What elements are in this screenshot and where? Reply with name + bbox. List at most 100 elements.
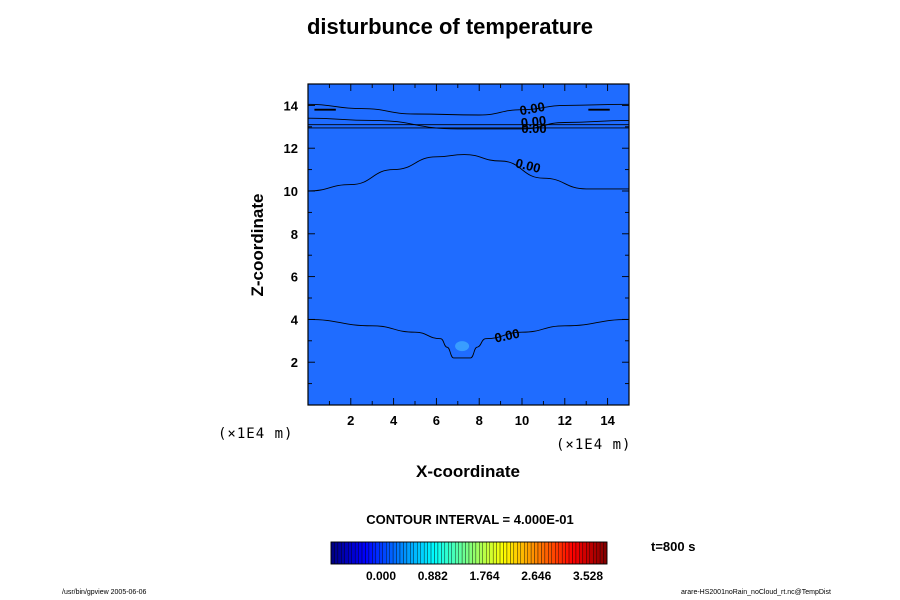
- colorbar-cell: [472, 541, 477, 565]
- colorbar-cell: [548, 541, 552, 565]
- chart-title: disturbunce of temperature: [306, 14, 594, 39]
- colorbar-cell: [417, 541, 421, 565]
- colorbar-cell: [423, 541, 428, 565]
- colorbar-cell: [517, 541, 521, 565]
- y-tick-label: 6: [291, 270, 298, 285]
- colorbar-cell: [361, 541, 366, 565]
- colorbar-cell: [506, 541, 511, 565]
- colorbar-cell: [351, 541, 356, 565]
- y-tick-label: 4: [291, 312, 299, 327]
- y-tick-label: 2: [291, 355, 298, 370]
- contour-label-3: 0.00: [514, 155, 542, 176]
- colorbar-cell: [420, 541, 425, 565]
- colorbar-cell: [503, 541, 508, 565]
- colorbar-cell: [579, 541, 584, 565]
- colorbar-cell: [465, 541, 470, 565]
- x-tick-label: 2: [347, 413, 354, 428]
- y-axis-title: Z-coordinate: [248, 194, 267, 297]
- colorbar-cell: [568, 541, 573, 565]
- plot-frame: [307, 83, 630, 406]
- x-tick-label: 12: [558, 413, 572, 428]
- colorbar-cell: [520, 541, 525, 565]
- colorbar-cell: [479, 541, 483, 565]
- x-tick-label: 10: [515, 413, 529, 428]
- colorbar-cell: [599, 541, 604, 565]
- contour-line-5: [307, 318, 630, 359]
- colorbar-cell: [513, 541, 518, 565]
- colorbar-cell: [403, 541, 408, 565]
- time-label: t=800 s: [651, 539, 696, 554]
- colorbar-cell: [458, 541, 463, 565]
- colorbar-cell: [558, 541, 563, 565]
- colorbar-cell: [527, 541, 532, 565]
- colorbar-cell: [537, 541, 542, 565]
- colorbar-cell: [565, 541, 570, 565]
- colorbar: [330, 541, 608, 565]
- colorbar-cell: [524, 541, 528, 565]
- colorbar-cell: [396, 541, 401, 565]
- colorbar-cell: [551, 541, 556, 565]
- contour-label-2: 0.00: [521, 121, 546, 136]
- colorbar-cell: [441, 541, 446, 565]
- contour-line-0: [307, 117, 630, 130]
- colorbar-cell: [482, 541, 487, 565]
- x-tick-label: 8: [476, 413, 483, 428]
- colorbar-cell: [499, 541, 504, 565]
- colorbar-cell: [330, 541, 335, 565]
- colorbar-cell: [468, 541, 473, 565]
- colorbar-cell: [489, 541, 494, 565]
- colorbar-cell: [534, 541, 539, 565]
- colorbar-cell: [461, 541, 466, 565]
- colorbar-tick-label: 1.764: [469, 569, 499, 583]
- colorbar-cell: [348, 541, 352, 565]
- contour-interval-label: CONTOUR INTERVAL = 4.000E-01: [366, 512, 574, 527]
- colorbar-cell: [589, 541, 594, 565]
- colorbar-cell: [368, 541, 373, 565]
- contour-label-0: 0.00: [518, 99, 546, 118]
- colorbar-cell: [572, 541, 577, 565]
- colorbar-cell: [582, 541, 587, 565]
- colorbar-cell: [413, 541, 418, 565]
- y-tick-label: 14: [284, 98, 299, 113]
- colorbar-cell: [410, 541, 414, 565]
- colorbar-cell: [344, 541, 349, 565]
- colorbar-cell: [372, 541, 377, 565]
- colorbar-cell: [451, 541, 456, 565]
- contour-label-4: 0.00: [493, 326, 521, 346]
- colorbar-cell: [603, 541, 608, 565]
- colorbar-cell: [437, 541, 442, 565]
- x-axis-title: X-coordinate: [416, 462, 520, 481]
- colorbar-cell: [375, 541, 380, 565]
- x-unit-label: (×1E4 m): [556, 437, 631, 453]
- colorbar-cell: [448, 541, 452, 565]
- colorbar-cell: [365, 541, 370, 565]
- colorbar-cell: [575, 541, 580, 565]
- colorbar-cell: [586, 541, 590, 565]
- colorbar-tick-label: 0.000: [366, 569, 396, 583]
- colorbar-cell: [530, 541, 535, 565]
- y-tick-label: 8: [291, 227, 298, 242]
- y-tick-label: 10: [284, 184, 298, 199]
- colorbar-cell: [341, 541, 345, 565]
- colorbar-cell: [444, 541, 449, 565]
- colorbar-cell: [486, 541, 490, 565]
- colorbar-cell: [496, 541, 501, 565]
- colorbar-cell: [475, 541, 480, 565]
- colorbar-cell: [541, 541, 546, 565]
- y-tick-label: 12: [284, 141, 298, 156]
- colorbar-cell: [455, 541, 459, 565]
- colorbar-cell: [337, 541, 342, 565]
- colorbar-cell: [510, 541, 515, 565]
- colorbar-cell: [406, 541, 411, 565]
- colorbar-cell: [399, 541, 404, 565]
- colorbar-cell: [434, 541, 439, 565]
- y-unit-label: (×1E4 m): [218, 426, 293, 442]
- colorbar-cell: [427, 541, 432, 565]
- warm-anomaly: [455, 341, 470, 352]
- colorbar-cell: [358, 541, 363, 565]
- colorbar-cell: [593, 541, 597, 565]
- x-tick-label: 4: [390, 413, 398, 428]
- colorbar-cell: [382, 541, 387, 565]
- colorbar-cell: [544, 541, 549, 565]
